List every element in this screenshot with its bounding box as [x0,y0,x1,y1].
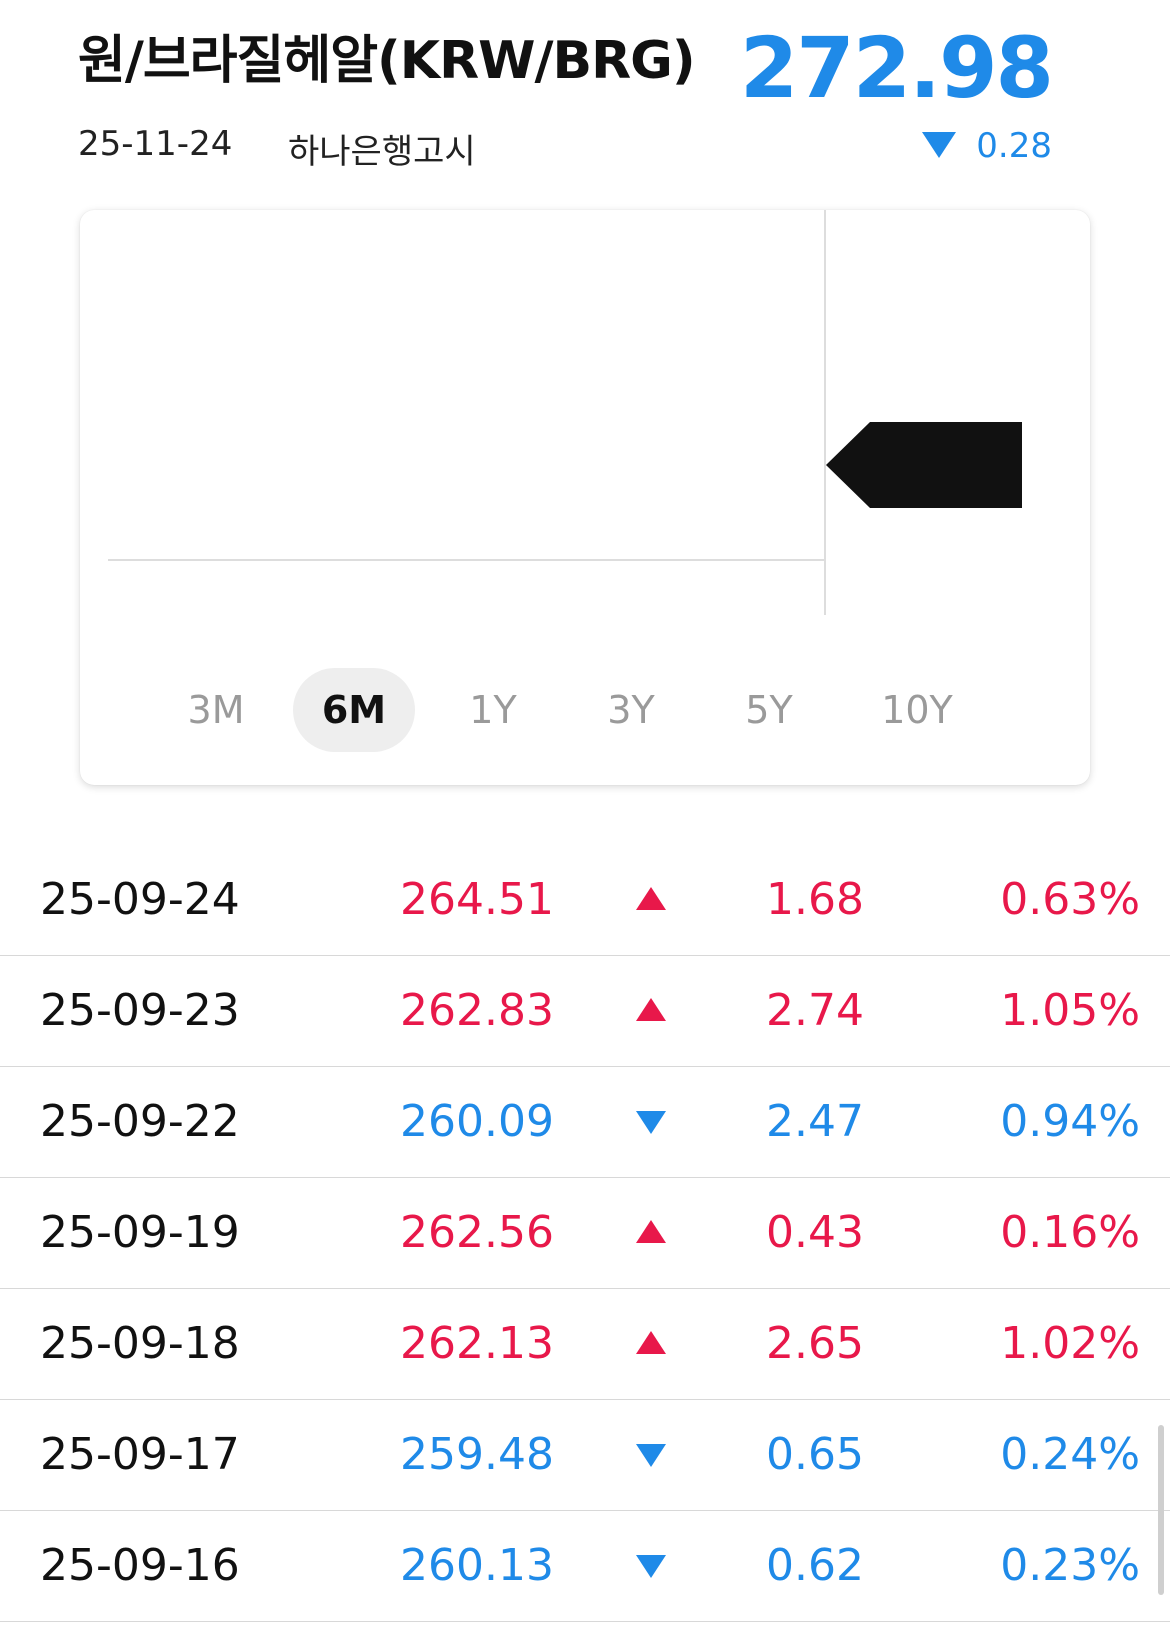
row-change: 1.68 [766,874,864,925]
row-date: 25-09-23 [40,985,240,1036]
quote-date: 25-11-24 [78,124,233,164]
scrollbar[interactable] [1158,1425,1164,1595]
row-date: 25-09-17 [40,1429,240,1480]
row-change-percent: 0.16% [1000,1207,1140,1258]
range-tab-1y[interactable]: 1Y [469,688,517,732]
row-direction [636,1400,666,1510]
row-change-percent: 0.23% [1000,1540,1140,1591]
row-date: 25-09-16 [40,1540,240,1591]
change-down-icon [922,132,956,158]
change-value: 0.28 [976,126,1052,166]
row-rate: 260.09 [400,1096,554,1147]
triangle-down-icon [636,1444,666,1467]
row-rate: 260.13 [400,1540,554,1591]
triangle-down-icon [636,1555,666,1578]
triangle-down-icon [636,1111,666,1134]
row-date: 25-09-22 [40,1096,240,1147]
row-direction [636,1289,666,1399]
row-direction [636,1511,666,1621]
range-tab-5y[interactable]: 5Y [745,688,793,732]
triangle-up-icon [636,998,666,1021]
row-change: 0.65 [766,1429,864,1480]
row-rate: 262.56 [400,1207,554,1258]
value-badge-label: 0 [1033,450,1050,480]
range-selector: 3M 6M 1Y 3Y 5Y 10Y [80,668,1090,752]
row-change: 2.74 [766,985,864,1036]
value-badge-shape [826,422,1022,508]
row-change-percent: 0.63% [1000,874,1140,925]
range-tab-3m[interactable]: 3M [187,688,245,732]
row-direction [636,956,666,1066]
table-row[interactable]: 25-09-18 262.13 2.65 1.02% [0,1289,1170,1400]
row-rate: 262.13 [400,1318,554,1369]
range-tab-3y[interactable]: 3Y [607,688,655,732]
current-rate: 272.98 [739,19,1054,117]
row-rate: 259.48 [400,1429,554,1480]
triangle-up-icon [636,1331,666,1354]
row-date: 25-09-24 [40,874,240,925]
triangle-up-icon [636,887,666,910]
row-date: 25-09-18 [40,1318,240,1369]
table-row[interactable]: 25-09-23 262.83 2.74 1.05% [0,956,1170,1067]
row-change-percent: 1.02% [1000,1318,1140,1369]
page-title: 원/브라질헤알(KRW/BRG) [78,31,696,91]
triangle-up-icon [636,1220,666,1243]
row-direction [636,845,666,955]
row-rate: 262.83 [400,985,554,1036]
row-direction [636,1067,666,1177]
row-direction [636,1178,666,1288]
range-tab-10y[interactable]: 10Y [881,688,953,732]
range-tab-6m[interactable]: 6M [293,668,415,752]
row-change-percent: 1.05% [1000,985,1140,1036]
table-row[interactable]: 25-09-22 260.09 2.47 0.94% [0,1067,1170,1178]
row-rate: 264.51 [400,874,554,925]
table-row[interactable]: 25-09-24 264.51 1.68 0.63% [0,845,1170,956]
table-row[interactable]: 25-09-17 259.48 0.65 0.24% [0,1400,1170,1511]
row-change-percent: 0.24% [1000,1429,1140,1480]
table-row[interactable]: 25-09-19 262.56 0.43 0.16% [0,1178,1170,1289]
row-change: 2.65 [766,1318,864,1369]
row-change: 0.62 [766,1540,864,1591]
rate-chart[interactable] [80,210,1090,670]
row-change-percent: 0.94% [1000,1096,1140,1147]
row-change: 2.47 [766,1096,864,1147]
row-date: 25-09-19 [40,1207,240,1258]
row-change: 0.43 [766,1207,864,1258]
chart-card: 0 3M 6M 1Y 3Y 5Y 10Y [80,210,1090,785]
table-row[interactable]: 25-09-16 260.13 0.62 0.23% [0,1511,1170,1622]
quote-source: 하나은행고시 [288,132,476,172]
history-table: 25-09-24 264.51 1.68 0.63% 25-09-23 262.83 2.7… [0,845,1170,1622]
